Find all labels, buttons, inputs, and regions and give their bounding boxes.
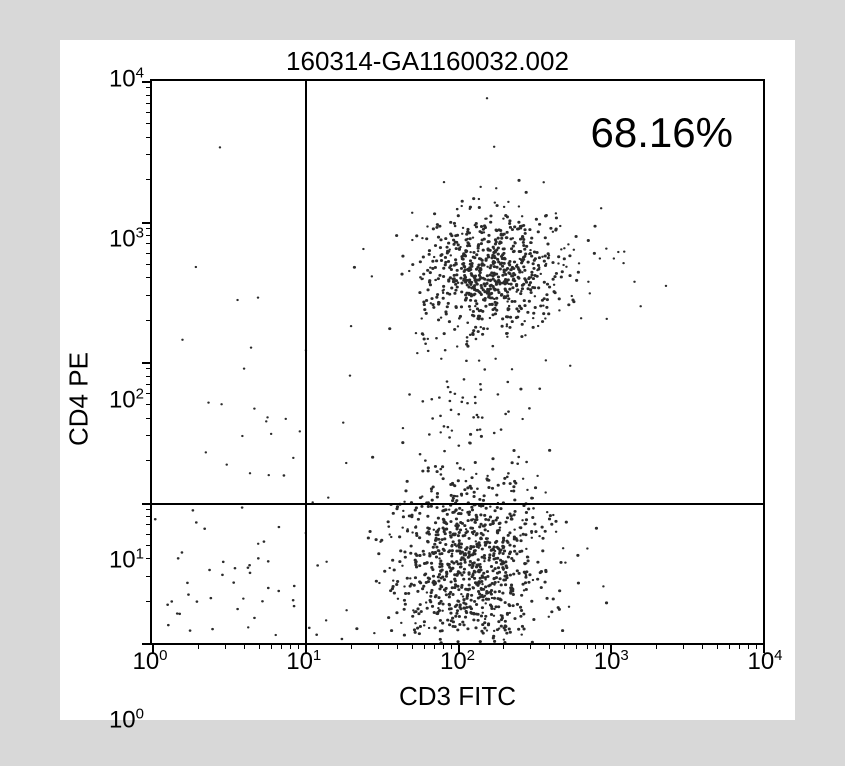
chart-title: 160314-GA1160032.002	[60, 40, 795, 79]
x-tick-label: 100	[132, 647, 167, 676]
x-tick-label: 101	[286, 647, 321, 676]
y-axis-label: CD4 PE	[60, 79, 98, 720]
flow-cytometry-chart: 160314-GA1160032.002 CD4 PE 100 101 102 103…	[60, 40, 795, 720]
y-tick-label: 104	[109, 65, 144, 94]
y-tick-label: 103	[109, 225, 144, 254]
x-axis-label: CD3 FITC	[150, 681, 765, 720]
quadrant-horizontal-line	[152, 503, 763, 505]
y-axis-ticks: 100101102103104	[98, 79, 150, 720]
percentage-label: 68.16%	[591, 109, 733, 157]
y-tick-label: 100	[109, 706, 144, 735]
plot-column: 68.16% 100101102103104 CD3 FITC	[150, 79, 795, 720]
x-axis-ticks: 100101102103104	[150, 645, 765, 681]
plot-wrapper: CD4 PE 100101102103104 68.16% 1001011021…	[60, 79, 795, 720]
x-tick-label: 102	[440, 647, 475, 676]
x-tick-label: 103	[594, 647, 629, 676]
scatter-points	[152, 81, 763, 643]
plot-area: 68.16%	[150, 79, 765, 645]
x-tick-label: 104	[747, 647, 782, 676]
quadrant-vertical-line	[305, 81, 307, 643]
y-tick-label: 102	[109, 385, 144, 414]
y-tick-label: 101	[109, 545, 144, 574]
